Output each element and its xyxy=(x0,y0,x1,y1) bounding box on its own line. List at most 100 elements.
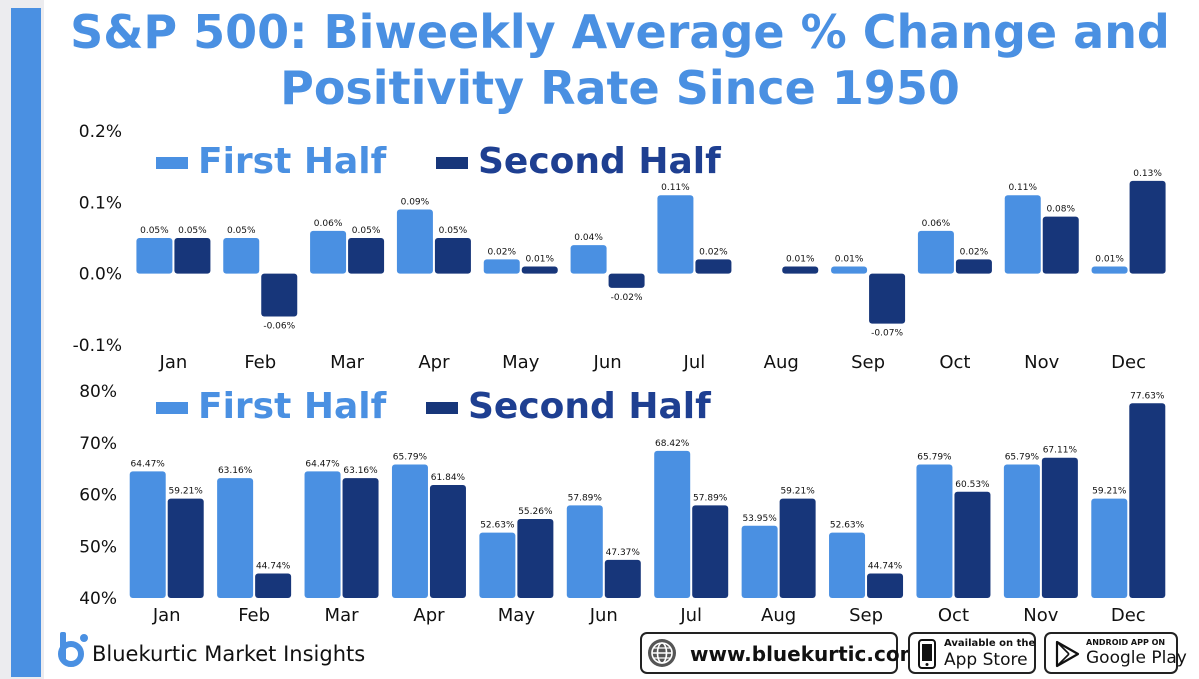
legend-swatch-second-half xyxy=(436,157,468,169)
bar-second-half xyxy=(692,505,729,598)
data-label-second-half: 55.26% xyxy=(518,507,553,517)
data-label-first-half: 68.42% xyxy=(655,439,690,449)
chart-title-line-2: Positivity Rate Since 1950 xyxy=(280,61,960,115)
legend-top-first-half: First Half xyxy=(156,141,386,182)
bar-first-half xyxy=(831,266,868,274)
bar-second-half xyxy=(174,238,211,274)
bar-second-half xyxy=(869,273,906,324)
bar-second-half xyxy=(348,238,385,274)
data-label-first-half: 0.06% xyxy=(314,219,343,229)
data-label-second-half: 61.84% xyxy=(431,473,466,483)
globe-icon xyxy=(648,639,676,667)
bar-first-half xyxy=(304,471,341,598)
x-tick-label-2: Aug xyxy=(761,605,796,626)
bar-first-half xyxy=(1003,464,1040,598)
data-label-first-half: 0.11% xyxy=(661,183,690,193)
data-label-second-half: 0.08% xyxy=(1046,205,1075,215)
bar-second-half xyxy=(779,498,816,598)
bar-first-half xyxy=(570,245,607,274)
bar-first-half xyxy=(829,532,866,598)
bar-second-half xyxy=(1129,180,1166,274)
bar-first-half xyxy=(1004,195,1041,274)
bar-second-half xyxy=(604,559,641,598)
left-accent-bar xyxy=(0,0,44,679)
bar-first-half xyxy=(310,230,347,274)
data-label-first-half: 63.16% xyxy=(218,466,253,476)
data-label-first-half: 0.01% xyxy=(1095,255,1124,265)
bar-first-half xyxy=(566,505,603,598)
legend-swatch-first-half xyxy=(156,157,188,169)
legend-label-first-half: First Half xyxy=(198,141,387,182)
bar-second-half xyxy=(342,478,379,598)
phone-icon xyxy=(918,639,936,669)
bar-second-half xyxy=(1041,457,1078,598)
play-store-icon xyxy=(1055,640,1080,668)
data-label-second-half: 0.13% xyxy=(1133,169,1162,179)
data-label-first-half: 0.05% xyxy=(227,226,256,236)
bar-second-half xyxy=(695,259,732,274)
data-label-first-half: 0.04% xyxy=(574,233,603,243)
data-label-second-half: 59.21% xyxy=(169,487,204,497)
google-play-label: Google Play xyxy=(1086,648,1187,668)
x-tick-label-1: Apr xyxy=(418,352,450,373)
data-label-first-half: 0.05% xyxy=(140,226,169,236)
data-label-second-half: 0.02% xyxy=(699,247,728,257)
legend-top-second-half: Second Half xyxy=(436,141,721,182)
website-url[interactable]: www.bluekurtic.com xyxy=(690,642,921,666)
app-store-caption: Available on the xyxy=(944,638,1036,649)
data-label-second-half: 63.16% xyxy=(343,466,378,476)
google-play-badge[interactable]: ANDROID APP ON Google Play xyxy=(1044,632,1187,674)
bar-first-half xyxy=(657,195,694,274)
charts-canvas: 0.2% 0.1% 0.0% -0.1% Jan 0.05% 0.05% Feb 0.05% -0… xyxy=(73,122,1166,626)
x-tick-label-2: Feb xyxy=(238,605,270,626)
data-label-second-half: 77.63% xyxy=(1130,391,1165,401)
chart-title-line-1: S&P 500: Biweekly Average % Change and xyxy=(70,5,1170,59)
bar-second-half xyxy=(867,573,904,598)
bar-second-half xyxy=(167,498,204,598)
bar-first-half xyxy=(217,478,254,598)
data-label-first-half: 65.79% xyxy=(393,453,428,463)
data-label-second-half: 57.89% xyxy=(693,493,728,503)
x-tick-label-1: Dec xyxy=(1111,352,1146,373)
x-tick-label-1: Jan xyxy=(159,352,188,373)
y-tick-label-1: 0.2% xyxy=(79,122,122,142)
legend-bottom-first-half: First Half xyxy=(156,386,386,427)
legend-top: First Half xyxy=(156,142,386,182)
bar-second-half xyxy=(434,238,471,274)
data-label-second-half: 59.21% xyxy=(780,487,815,497)
bar-second-half xyxy=(429,484,466,598)
data-label-second-half: 0.05% xyxy=(352,226,381,236)
bar-first-half xyxy=(483,259,520,274)
legend-bottom: First Half xyxy=(156,387,386,427)
data-label-first-half: 0.09% xyxy=(401,197,430,207)
bar-second-half xyxy=(782,266,819,274)
data-label-second-half: 0.01% xyxy=(525,255,554,265)
bar-first-half xyxy=(479,532,516,598)
data-label-second-half: 0.02% xyxy=(960,247,989,257)
x-tick-label-1: Aug xyxy=(764,352,799,373)
x-tick-label-2: Jan xyxy=(152,605,181,626)
x-tick-label-2: Sep xyxy=(849,605,883,626)
google-play-caption: ANDROID APP ON xyxy=(1086,638,1166,647)
y-tick-label-1: -0.1% xyxy=(73,336,122,356)
bar-first-half xyxy=(741,525,778,598)
app-store-label: App Store xyxy=(944,650,1028,670)
app-store-badge[interactable]: Available on the App Store xyxy=(908,632,1036,674)
data-label-second-half: -0.06% xyxy=(263,321,295,331)
bar-first-half xyxy=(917,230,954,274)
website-badge[interactable]: www.bluekurtic.com xyxy=(640,632,920,674)
bar-first-half xyxy=(1091,266,1128,274)
data-label-second-half: 60.53% xyxy=(955,480,990,490)
y-tick-label-2: 60% xyxy=(79,486,117,506)
legend-swatch-second-half-bottom xyxy=(426,402,458,414)
data-label-first-half: 64.47% xyxy=(305,459,340,469)
bar-first-half xyxy=(129,471,166,598)
y-tick-label-1: 0.0% xyxy=(79,265,122,285)
legend-label-second-half-bottom: Second Half xyxy=(468,386,711,427)
x-tick-label-1: Oct xyxy=(939,352,970,373)
data-label-second-half: 0.01% xyxy=(786,255,815,265)
x-tick-label-1: Jun xyxy=(593,352,622,373)
x-tick-label-2: Jun xyxy=(589,605,618,626)
x-tick-label-2: Jul xyxy=(679,605,702,626)
bar-second-half xyxy=(954,491,991,598)
